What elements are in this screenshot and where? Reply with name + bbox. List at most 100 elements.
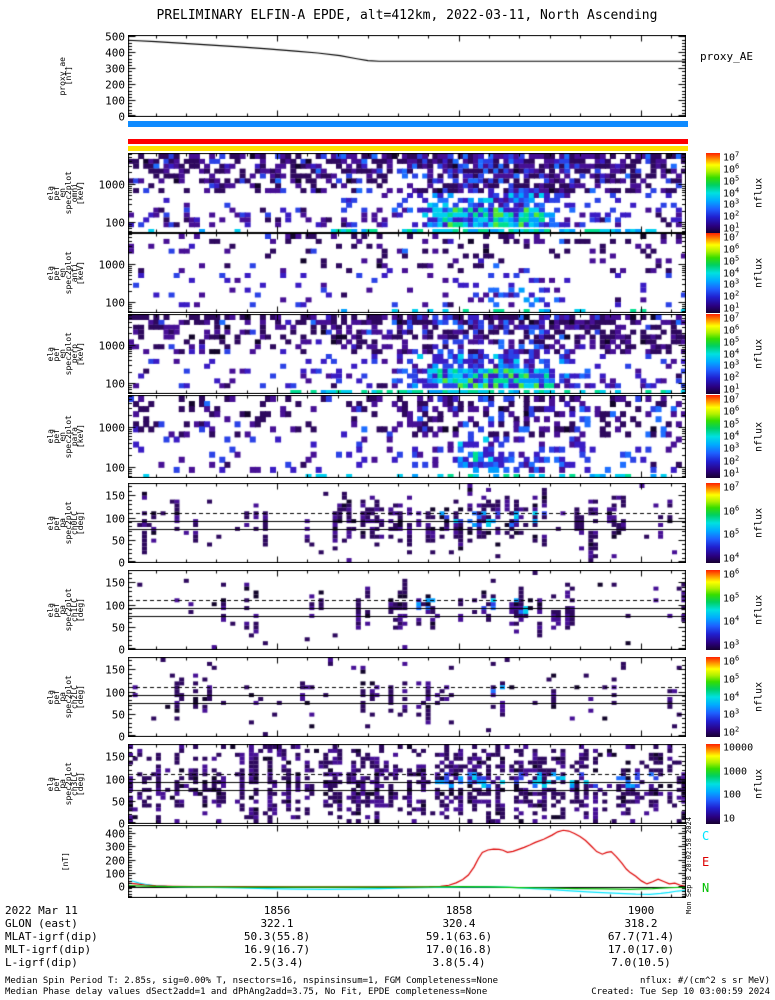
colorbar-unit-label: nflux (753, 768, 765, 800)
colorbar-tick-label: 106 (723, 503, 740, 518)
colorbar-labels: 107 106 105 104 103 102 101 (723, 150, 757, 235)
colorbar-tick-label: 101 (723, 466, 740, 480)
colorbar-tick-label: 102 (723, 289, 740, 303)
y-tick-label: 400 (105, 827, 125, 841)
ch2lc-spectrogram-canvas (128, 657, 686, 737)
y-tick-labels: 1000 100 (84, 233, 126, 313)
y-tick-label: 100 (105, 377, 125, 391)
colorbar-tick-label: 104 (723, 689, 740, 704)
y-tick-label: 0 (118, 643, 125, 657)
colorbar (706, 395, 720, 478)
proxy-ae-right-label: proxy_AE (700, 50, 753, 63)
colorbar-tick-label: 106 (723, 404, 740, 418)
value: 59.1(63.6) (425, 930, 493, 943)
colorbar-tick-label: 103 (723, 358, 740, 372)
footer-created-timestamp: Created: Tue Sep 10 03:00:59 2024 (591, 987, 770, 997)
y-tick-label: 100 (105, 512, 125, 526)
colorbar-tick-label: 106 (723, 162, 740, 176)
panel-spectrogram-perp: ela pef en spec2plot perp [keV] 1000 100 107 10… (0, 311, 775, 395)
panel-spectrogram-ch3lc: ela pef pa spec2plot ch3LC [deg] 150 100 50 0 10… (0, 742, 775, 831)
date-label: 2022 Mar 11 (5, 904, 78, 917)
colorbar-tick-label: 104 (723, 614, 740, 628)
colorbar-tick-label: 10 (723, 813, 736, 825)
colorbar-tick-label: 107 (723, 480, 740, 494)
y-tick-label: 100 (105, 773, 125, 787)
y-tick-label: 100 (105, 599, 125, 613)
y-tick-label: 100 (105, 461, 125, 475)
colorbar-tick-label: 104 (723, 265, 740, 280)
y-axis-label: ela pef pa spec2plot ch1LC [deg] (44, 570, 88, 650)
colorbar-unit-label: nflux (753, 681, 765, 713)
annotation-row-mlt: MLT-igrf(dip) 16.9(16.7) 17.0(16.8) 17.0… (0, 943, 775, 956)
y-tick-label: 1000 (98, 339, 126, 353)
y-tick-label: 150 (105, 663, 125, 677)
y-tick-label: 100 (105, 686, 125, 700)
y-tick-labels: 500 400 300 200 100 0 (84, 31, 126, 124)
value: 67.7(71.4) (607, 930, 675, 943)
y-tick-label: 150 (105, 576, 125, 590)
colorbar (706, 570, 720, 650)
y-tick-labels: 1000 100 (84, 395, 126, 478)
annotation-row-l: L-igrf(dip) 2.5(3.4) 3.8(5.4) 7.0(10.5) (0, 956, 775, 969)
y-tick-labels: 150 100 50 0 (84, 483, 126, 570)
value: 322.1 (260, 917, 294, 930)
y-tick-label: 300 (105, 62, 125, 76)
colorbar-tick-label: 106 (723, 567, 740, 581)
status-bar-yellow (128, 146, 688, 151)
colorbar-tick-label: 106 (723, 654, 740, 668)
side-timestamp: Mon Sep 8 20:02:58 2024 (685, 817, 693, 914)
colorbar-labels: 106 105 104 103 (723, 567, 757, 651)
omni-spectrogram-canvas (128, 153, 686, 233)
y-tick-labels: 150 100 50 0 (84, 657, 126, 744)
y-axis-label: ela pef en spec2plot para [keV] (44, 395, 88, 478)
y-tick-label: 500 (105, 30, 125, 44)
colorbar-tick-label: 104 (723, 429, 740, 443)
colorbar-tick-label: 107 (723, 392, 740, 406)
colorbar-tick-label: 105 (723, 334, 740, 349)
y-tick-label: 150 (105, 750, 125, 764)
panel-spectrogram-ch0lc: ela pef pa spec2plot ch0LC [deg] 150 100 50 0 10… (0, 480, 775, 570)
status-bar-red (128, 139, 688, 144)
colorbar-tick-label: 10000 (723, 742, 754, 754)
y-tick-label: 200 (105, 78, 125, 92)
value: 17.0(16.8) (425, 943, 493, 956)
value: 318.2 (624, 917, 658, 930)
y-tick-label: 200 (105, 854, 125, 867)
series-label-e: E (702, 855, 710, 869)
y-tick-label: 1000 (98, 178, 126, 192)
colorbar-tick-label: 105 (723, 253, 740, 268)
annotation-row-glon: GLON (east) 322.1 320.4 318.2 (0, 917, 775, 930)
proxy-ae-line-canvas (128, 35, 686, 117)
colorbar-labels: 10000 1000 100 10 (723, 742, 757, 825)
y-tick-label: 50 (111, 534, 125, 548)
colorbar-labels: 107 106 105 104 (723, 480, 757, 564)
panel-spectrogram-ch2lc: ela pef pa spec2plot ch2LC [deg] 150 100 50 0 10… (0, 654, 775, 744)
colorbar-tick-label: 102 (723, 453, 740, 468)
colorbar-labels: 107 106 105 104 103 102 101 (723, 230, 757, 314)
plot-title: PRELIMINARY ELFIN-A EPDE, alt=412km, 202… (156, 8, 658, 23)
row-label: MLT-igrf(dip) (5, 943, 92, 956)
colorbar-tick-label: 103 (723, 197, 740, 211)
colorbar (706, 744, 720, 824)
colorbar-labels: 107 106 105 104 103 102 101 (723, 392, 757, 480)
colorbar-tick-label: 105 (723, 590, 740, 605)
y-axis-label: [nT] (44, 825, 88, 898)
y-axis-label: proxy_ae [nT] (44, 35, 88, 117)
value: 2.5(3.4) (250, 956, 304, 969)
colorbar (706, 153, 720, 233)
y-tick-label: 100 (105, 216, 125, 230)
colorbar (706, 657, 720, 737)
y-tick-label: 300 (105, 840, 125, 854)
series-label-n: N (702, 881, 710, 895)
status-bar-blue (128, 121, 688, 127)
colorbar-tick-label: 107 (723, 230, 740, 244)
value: 50.3(55.8) (243, 930, 311, 943)
footer-line-1: Median Spin Period T: 2.85s, sig=0.00% T… (5, 976, 499, 986)
x-tick-label: 1858 (445, 904, 473, 917)
colorbar-tick-label: 101 (723, 221, 740, 235)
colorbar-labels: 107 106 105 104 103 102 101 (723, 311, 757, 395)
para-spectrogram-canvas (128, 395, 686, 478)
ch0lc-spectrogram-canvas (128, 483, 686, 563)
colorbar-tick-label: 105 (723, 527, 740, 541)
